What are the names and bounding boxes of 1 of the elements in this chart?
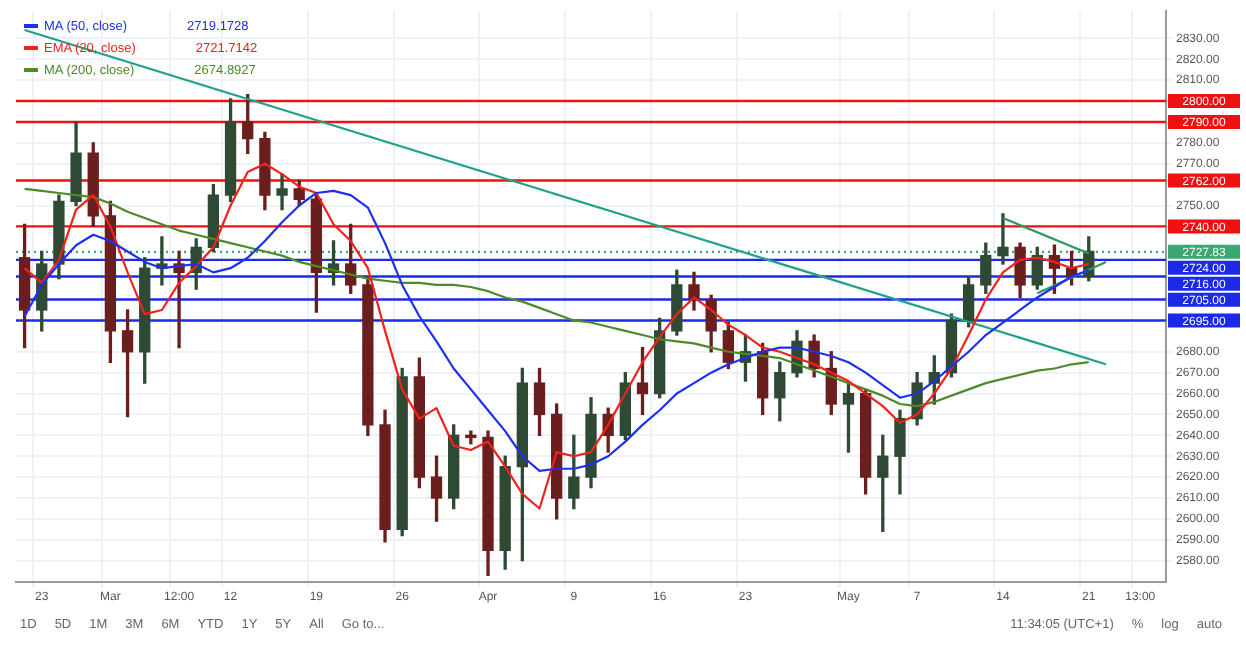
candlestick: [997, 213, 1009, 265]
